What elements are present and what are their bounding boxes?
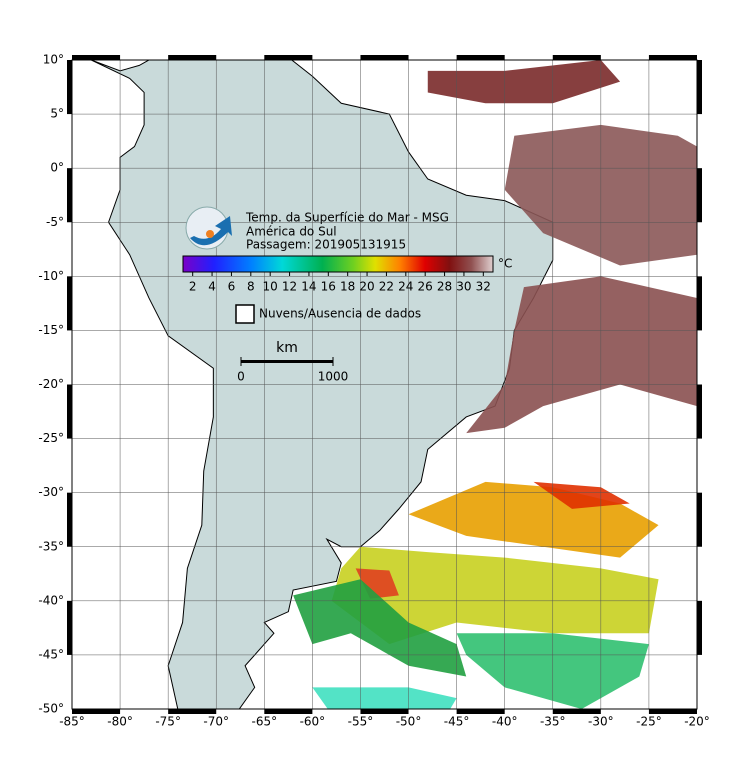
colorbar-tick-label: 6 bbox=[228, 280, 236, 294]
legend-label: Nuvens/Ausencia de dados bbox=[259, 307, 421, 321]
frame-bar bbox=[72, 55, 121, 60]
sst-patch bbox=[355, 568, 399, 599]
x-tick-label: -80° bbox=[107, 715, 133, 729]
frame-bar bbox=[697, 60, 702, 115]
frame-bar bbox=[552, 55, 601, 60]
colorbar-tick-label: 18 bbox=[340, 280, 355, 294]
scale-unit: km bbox=[276, 340, 298, 356]
frame-bar bbox=[67, 384, 72, 439]
x-tick-label: -30° bbox=[588, 715, 614, 729]
frame-bar bbox=[648, 709, 697, 714]
y-tick-label: -45° bbox=[38, 647, 64, 661]
y-tick-label: 0° bbox=[50, 161, 64, 175]
frame-bar bbox=[67, 60, 72, 115]
frame-bar bbox=[456, 55, 505, 60]
colorbar-tick-label: 2 bbox=[189, 280, 197, 294]
x-tick-label: -20° bbox=[684, 715, 710, 729]
x-tick-label: -60° bbox=[300, 715, 326, 729]
x-tick-label: -85° bbox=[59, 715, 85, 729]
colorbar-unit: °C bbox=[498, 257, 512, 271]
frame-bar bbox=[697, 276, 702, 331]
y-tick-label: -35° bbox=[38, 539, 64, 553]
overlay: Temp. da Superfície do Mar - MSG América… bbox=[38, 53, 709, 729]
colorbar-tick-label: 20 bbox=[359, 280, 374, 294]
sst-patch bbox=[533, 481, 630, 509]
x-tick-label: -65° bbox=[252, 715, 278, 729]
frame-bar bbox=[67, 168, 72, 223]
frame-bar bbox=[648, 55, 697, 60]
frame-bar bbox=[456, 709, 505, 714]
x-tick-label: -70° bbox=[203, 715, 229, 729]
scale-tick-label: 1000 bbox=[318, 370, 349, 384]
x-tick-label: -75° bbox=[155, 715, 181, 729]
sst-patch bbox=[427, 60, 621, 104]
frame-bar bbox=[552, 709, 601, 714]
frame-bar bbox=[168, 55, 217, 60]
colorbar-tick-label: 4 bbox=[208, 280, 216, 294]
y-tick-label: -10° bbox=[38, 269, 64, 283]
frame-bar bbox=[168, 709, 217, 714]
colorbar-tick-label: 8 bbox=[247, 280, 255, 294]
frame-bar bbox=[697, 384, 702, 439]
y-tick-label: -5° bbox=[46, 215, 64, 229]
colorbar-tick-label: 14 bbox=[301, 280, 316, 294]
y-tick-label: -50° bbox=[38, 702, 64, 716]
colorbar-tick-label: 28 bbox=[437, 280, 452, 294]
logo-arrow bbox=[190, 216, 232, 246]
frame-bar bbox=[360, 55, 409, 60]
legend-swatch bbox=[235, 304, 255, 324]
frame-bar bbox=[697, 168, 702, 223]
y-tick-label: -20° bbox=[38, 377, 64, 391]
colorbar-tick-label: 32 bbox=[476, 280, 491, 294]
y-tick-label: 10° bbox=[43, 53, 64, 67]
colorbar-tick-label: 12 bbox=[282, 280, 297, 294]
y-tick-label: -30° bbox=[38, 485, 64, 499]
sst-patch bbox=[331, 546, 659, 645]
colorbar bbox=[182, 255, 494, 273]
frame-bar bbox=[67, 492, 72, 547]
x-tick-label: -25° bbox=[636, 715, 662, 729]
x-tick-label: -45° bbox=[444, 715, 470, 729]
sst-patch bbox=[312, 687, 457, 709]
scale-bar bbox=[241, 360, 333, 363]
frame-bar bbox=[360, 709, 409, 714]
sst-patch bbox=[466, 276, 697, 434]
y-tick-label: -40° bbox=[38, 593, 64, 607]
colorbar-tick-label: 26 bbox=[418, 280, 433, 294]
frame-bar bbox=[264, 55, 313, 60]
title-line: América do Sul bbox=[246, 225, 337, 239]
colorbar-tick-label: 10 bbox=[263, 280, 278, 294]
x-tick-label: -50° bbox=[396, 715, 422, 729]
colorbar-tick-label: 30 bbox=[456, 280, 471, 294]
colorbar-tick-label: 24 bbox=[398, 280, 413, 294]
frame-bar bbox=[67, 600, 72, 655]
y-tick-label: -15° bbox=[38, 323, 64, 337]
title-line: Passagem: 201905131915 bbox=[246, 238, 406, 252]
x-tick-label: -55° bbox=[348, 715, 374, 729]
frame-bar bbox=[72, 709, 121, 714]
frame-bar bbox=[697, 600, 702, 655]
sst-patch bbox=[293, 579, 467, 677]
logo-dot bbox=[206, 230, 214, 238]
sst-patch bbox=[408, 481, 659, 558]
frame-bar bbox=[264, 709, 313, 714]
scale-tick-label: 0 bbox=[237, 370, 245, 384]
title-line: Temp. da Superfície do Mar - MSG bbox=[245, 211, 449, 225]
x-tick-label: -35° bbox=[540, 715, 566, 729]
frame-bar bbox=[67, 276, 72, 331]
map-body bbox=[72, 60, 697, 709]
y-tick-label: -25° bbox=[38, 431, 64, 445]
colorbar-tick-label: 16 bbox=[321, 280, 336, 294]
colorbar-tick-label: 22 bbox=[379, 280, 394, 294]
y-tick-label: 5° bbox=[50, 107, 64, 121]
frame-bar bbox=[697, 492, 702, 547]
x-tick-label: -40° bbox=[492, 715, 518, 729]
